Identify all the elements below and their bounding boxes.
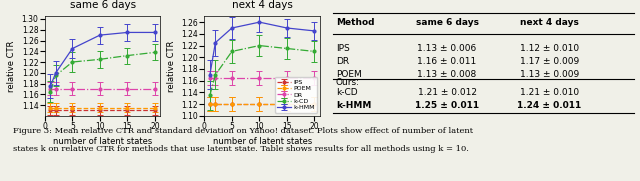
Text: states k on relative CTR for methods that use latent state. Table shows results : states k on relative CTR for methods tha… [13, 145, 468, 153]
Text: IPS: IPS [336, 45, 349, 53]
Y-axis label: relative CTR: relative CTR [7, 40, 16, 92]
Text: next 4 days: next 4 days [520, 18, 579, 27]
Text: 1.13 ± 0.008: 1.13 ± 0.008 [417, 70, 477, 79]
Title: same 6 days: same 6 days [70, 0, 136, 10]
Text: 1.21 ± 0.012: 1.21 ± 0.012 [418, 89, 477, 98]
Text: 1.12 ± 0.010: 1.12 ± 0.010 [520, 45, 579, 53]
Text: Figure 3: Mean relative CTR and standard deviation on Yahoo! dataset. Plots show: Figure 3: Mean relative CTR and standard… [13, 127, 473, 135]
Text: k-HMM: k-HMM [336, 101, 371, 110]
Text: 1.21 ± 0.010: 1.21 ± 0.010 [520, 89, 579, 98]
X-axis label: number of latent states: number of latent states [212, 137, 312, 146]
Text: same 6 days: same 6 days [415, 18, 479, 27]
Legend: IPS, POEM, DR, k-CD, k-HMM: IPS, POEM, DR, k-CD, k-HMM [275, 77, 317, 113]
X-axis label: number of latent states: number of latent states [53, 137, 152, 146]
Text: 1.17 ± 0.009: 1.17 ± 0.009 [520, 57, 579, 66]
Text: 1.25 ± 0.011: 1.25 ± 0.011 [415, 101, 479, 110]
Text: Ours:: Ours: [336, 78, 360, 87]
Text: 1.24 ± 0.011: 1.24 ± 0.011 [517, 101, 582, 110]
Text: k-CD: k-CD [336, 89, 357, 98]
Text: POEM: POEM [336, 70, 362, 79]
Text: 1.16 ± 0.011: 1.16 ± 0.011 [417, 57, 477, 66]
Text: 1.13 ± 0.006: 1.13 ± 0.006 [417, 45, 477, 53]
Title: next 4 days: next 4 days [232, 0, 292, 10]
Text: 1.13 ± 0.009: 1.13 ± 0.009 [520, 70, 579, 79]
Y-axis label: relative CTR: relative CTR [167, 40, 176, 92]
Text: Method: Method [336, 18, 374, 27]
Text: DR: DR [336, 57, 349, 66]
